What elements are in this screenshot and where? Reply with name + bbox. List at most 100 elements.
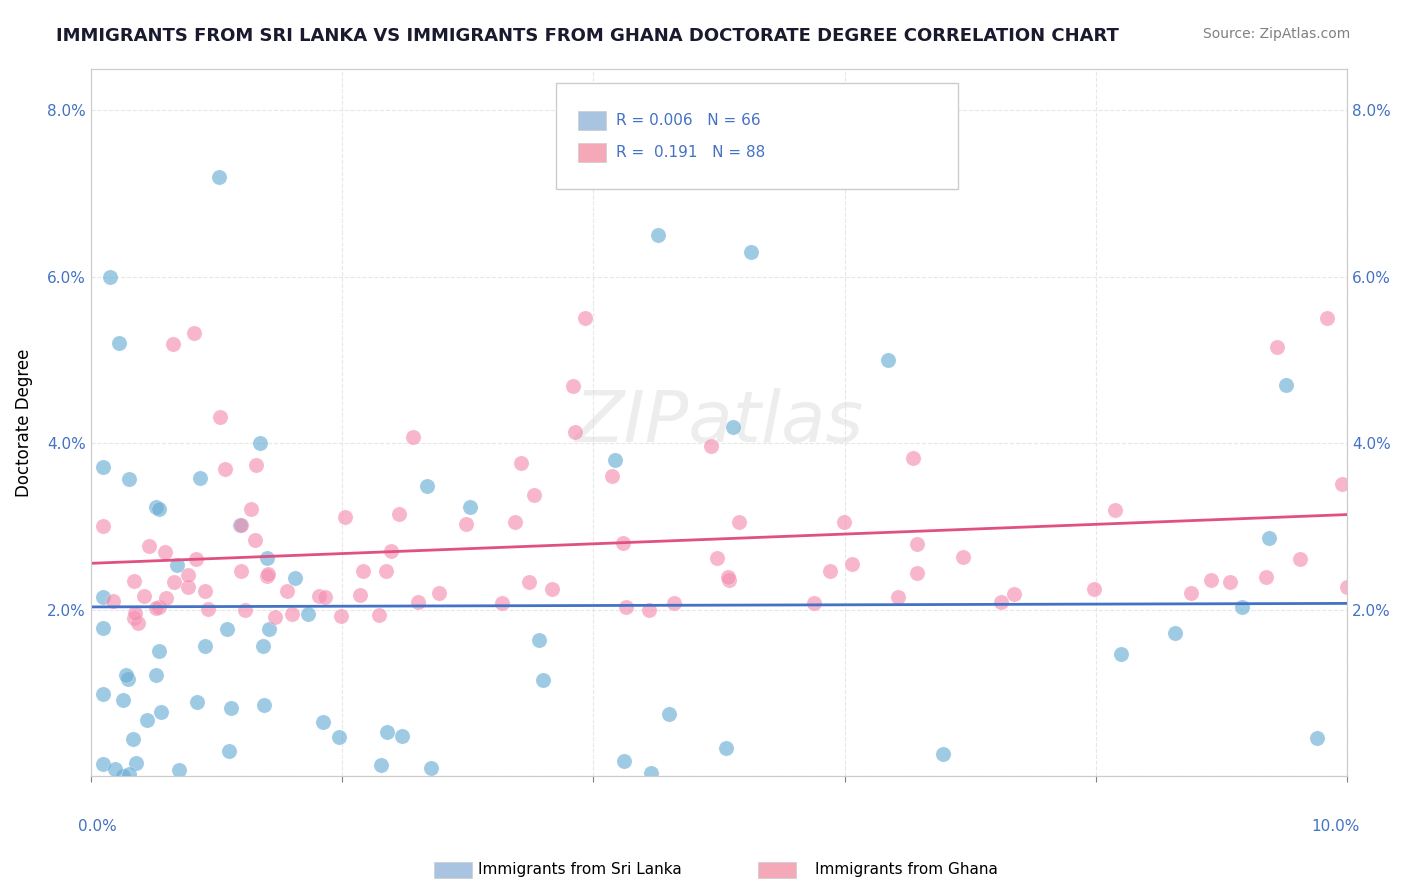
Point [377,724,399,739]
Point [163,574,186,589]
Point [564,425,586,440]
Point [510,456,533,470]
Point [523,487,546,501]
Point [612,535,634,549]
Point [208,410,231,425]
Point [186,695,208,709]
Point [256,569,278,583]
Point [1275,377,1298,392]
Point [148,644,170,658]
Point [229,565,252,579]
Point [603,452,626,467]
Point [717,574,740,588]
Point [264,610,287,624]
Point [253,698,276,713]
Point [454,516,477,531]
Point [308,589,330,603]
Point [328,730,350,744]
Point [115,667,138,681]
Point [122,611,145,625]
Point [194,583,217,598]
Point [519,574,541,589]
Point [124,574,146,588]
Point [127,615,149,630]
Text: IMMIGRANTS FROM SRI LANKA VS IMMIGRANTS FROM GHANA DOCTORATE DEGREE CORRELATION : IMMIGRANTS FROM SRI LANKA VS IMMIGRANTS … [56,27,1119,45]
Point [1199,573,1222,587]
Point [952,549,974,564]
Point [640,766,662,780]
Point [932,747,955,761]
Point [153,545,176,559]
Point [329,609,352,624]
FancyBboxPatch shape [578,143,606,162]
Point [370,757,392,772]
Point [1164,626,1187,640]
FancyBboxPatch shape [555,83,957,189]
Point [1257,531,1279,545]
Point [706,550,728,565]
Y-axis label: Doctorate Degree: Doctorate Degree [15,348,32,497]
Point [132,589,155,603]
Point [108,336,131,351]
Point [124,756,146,771]
Point [150,706,173,720]
Point [256,567,278,582]
Point [256,551,278,566]
Point [876,352,898,367]
Point [245,458,267,472]
Point [162,337,184,351]
Point [803,596,825,610]
Point [197,602,219,616]
Point [1230,600,1253,615]
Point [458,500,481,514]
Point [380,544,402,558]
Point [219,701,242,715]
Point [368,608,391,623]
Text: Source: ZipAtlas.com: Source: ZipAtlas.com [1202,27,1350,41]
Point [491,596,513,610]
Point [1289,552,1312,566]
Point [243,533,266,547]
Point [613,754,636,768]
Point [1265,340,1288,354]
Point [148,501,170,516]
Point [138,539,160,553]
Point [118,472,141,486]
Point [1316,311,1339,326]
Point [1219,574,1241,589]
Point [91,519,114,533]
Point [121,731,143,746]
Point [281,607,304,621]
Point [188,471,211,485]
Point [184,552,207,566]
Point [312,715,335,730]
Point [600,468,623,483]
Point [406,594,429,608]
Point [388,507,411,521]
Point [145,668,167,682]
Point [841,557,863,571]
Text: 0.0%: 0.0% [79,819,117,834]
Point [638,603,661,617]
Point [419,761,441,775]
Point [1336,580,1358,594]
Point [1109,647,1132,661]
Point [527,632,550,647]
Point [1083,582,1105,596]
Point [721,419,744,434]
Point [91,621,114,635]
Point [990,595,1012,609]
Point [614,600,637,615]
Point [886,590,908,604]
Point [905,537,928,551]
Point [1305,731,1327,746]
Text: 10.0%: 10.0% [1312,819,1360,834]
Point [349,588,371,602]
Point [111,769,134,783]
Point [229,517,252,532]
Point [818,565,841,579]
Point [1004,587,1026,601]
Point [1330,477,1353,491]
Point [335,509,357,524]
Point [503,516,526,530]
